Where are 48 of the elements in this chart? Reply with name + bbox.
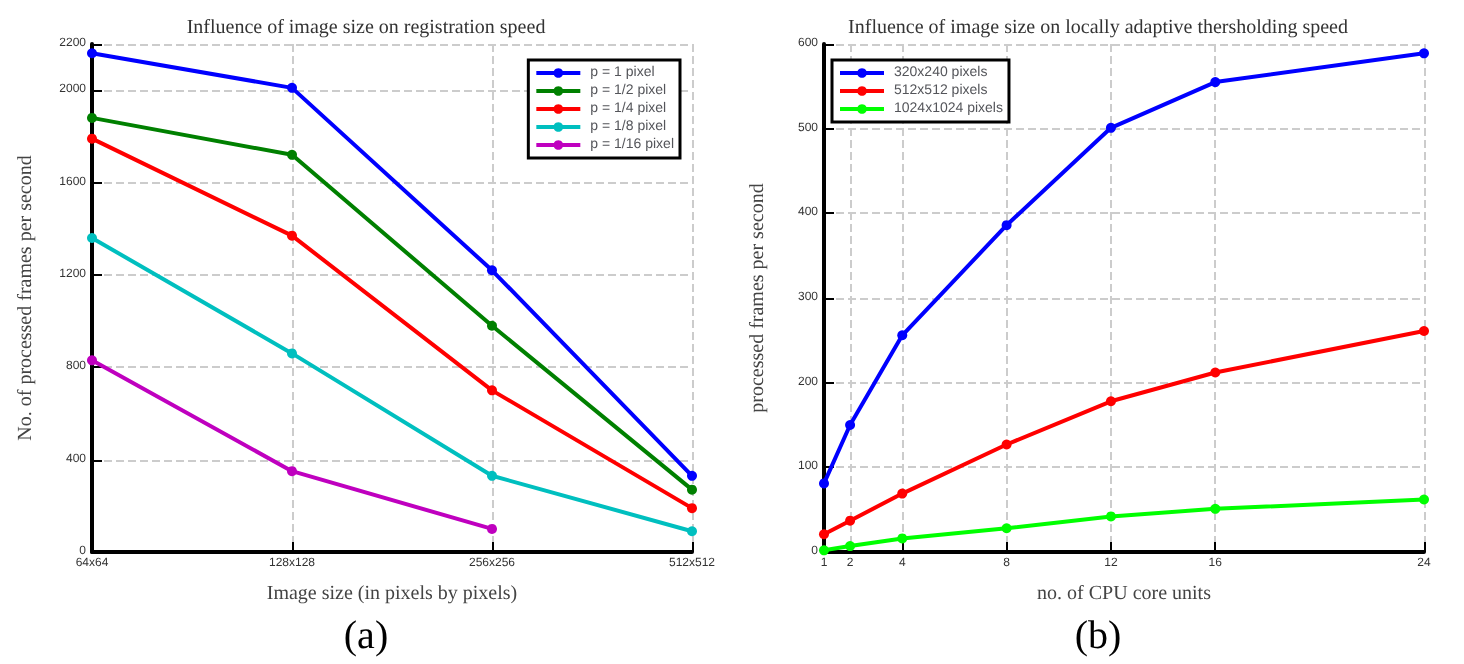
x-axis-title: no. of CPU core units (1037, 583, 1212, 605)
point (897, 488, 908, 499)
point (287, 82, 297, 93)
point (845, 541, 856, 552)
y-axis-title: No. of processed frames per second (15, 155, 37, 441)
point (487, 320, 497, 331)
point (287, 230, 297, 241)
point (1419, 326, 1429, 337)
point (1105, 511, 1116, 522)
point (487, 265, 497, 276)
point (287, 149, 297, 160)
point (687, 503, 697, 514)
point (287, 466, 297, 477)
point (687, 526, 697, 537)
chart-title: Influence of image size on registration speed (186, 17, 546, 39)
chart-title: Influence of image size on locally adaptive thersholding speed (848, 17, 1348, 39)
point (819, 545, 829, 556)
point (87, 355, 97, 366)
point (845, 515, 856, 526)
point (1001, 523, 1012, 534)
point (487, 470, 497, 481)
text: (b) (1074, 614, 1122, 658)
point (87, 112, 97, 123)
point (87, 48, 97, 59)
y-axis-title: processed frames per second (747, 183, 769, 413)
point (87, 232, 97, 243)
point (1210, 503, 1221, 514)
point (819, 529, 829, 540)
point (845, 420, 856, 430)
point (287, 348, 297, 359)
point (1001, 220, 1012, 231)
point (897, 330, 908, 341)
point (87, 133, 97, 144)
point (897, 533, 908, 544)
point (1210, 77, 1221, 88)
point (487, 385, 497, 396)
text: (a) (343, 614, 389, 658)
point (687, 484, 697, 495)
point (819, 478, 829, 489)
point (1419, 494, 1429, 505)
point (487, 523, 497, 534)
x-axis-title: Image size (in pixels by pixels) (266, 583, 518, 605)
point (687, 470, 697, 481)
point (1210, 367, 1221, 378)
point (1105, 122, 1116, 133)
point (1105, 396, 1116, 407)
point (1419, 48, 1429, 59)
point (1001, 439, 1012, 450)
